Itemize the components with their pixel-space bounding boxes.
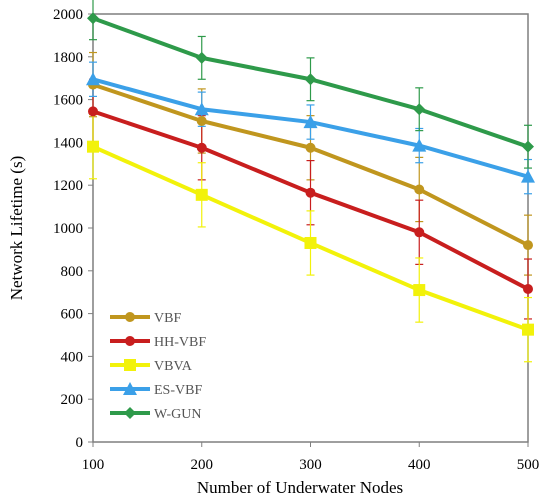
x-tick-label: 100 (82, 457, 105, 473)
data-point-vbf (196, 116, 207, 126)
data-point-w-gun (304, 73, 317, 86)
data-point-vbva (304, 236, 317, 249)
data-point-hh-vbf (88, 106, 98, 117)
x-tick-label: 500 (517, 457, 540, 473)
data-point-es-vbf (412, 138, 427, 152)
data-point-hh-vbf (523, 283, 533, 294)
y-axis-title: Network Lifetime (s) (7, 156, 26, 300)
y-tick-label: 1400 (53, 135, 83, 151)
legend-marker-es-vbf (123, 382, 137, 395)
legend-label-vbf: VBF (154, 311, 181, 326)
data-point-es-vbf (86, 72, 100, 86)
data-point-w-gun (413, 103, 426, 116)
data-point-vbf (523, 240, 533, 251)
data-point-w-gun (522, 140, 534, 153)
data-point-vbf (414, 184, 425, 195)
x-tick-label: 200 (191, 457, 214, 473)
legend: VBF HH-VBF VBVA ES-VBF W-GUN (110, 311, 206, 422)
y-tick-label: 200 (61, 392, 84, 408)
legend-marker-vbva (124, 359, 136, 371)
y-tick-label: 800 (61, 264, 84, 280)
data-point-hh-vbf (305, 187, 316, 198)
legend-marker-w-gun (124, 407, 136, 419)
x-axis-title: Number of Underwater Nodes (197, 478, 403, 497)
data-point-vbva (522, 323, 534, 336)
x-tick-label: 400 (408, 457, 431, 473)
data-point-hh-vbf (196, 142, 207, 153)
y-tick-label: 1600 (53, 93, 83, 109)
y-tick-label: 0 (76, 435, 84, 451)
data-point-w-gun (195, 51, 208, 64)
y-tick-label: 1800 (53, 50, 83, 66)
data-point-hh-vbf (414, 227, 425, 238)
tick-labels: 0 200 400 600 800 1000 1200 1400 1600 1800 2000 100… (53, 7, 539, 473)
y-tick-label: 1000 (53, 221, 83, 237)
legend-marker-hh-vbf (125, 336, 135, 346)
data-point-vbf (305, 142, 316, 153)
data-point-es-vbf (521, 169, 535, 183)
data-point-w-gun (87, 12, 99, 25)
legend-marker-vbf (125, 312, 135, 322)
series-markers (86, 12, 535, 336)
y-tick-label: 400 (61, 349, 84, 365)
x-tick-label: 300 (299, 457, 322, 473)
legend-label-es-vbf: ES-VBF (154, 383, 202, 398)
data-point-es-vbf (194, 102, 209, 116)
data-point-vbva (87, 140, 99, 153)
y-tick-label: 2000 (53, 7, 83, 23)
legend-label-w-gun: W-GUN (154, 407, 201, 422)
y-tick-label: 600 (61, 307, 84, 323)
data-point-vbva (413, 284, 426, 297)
legend-label-hh-vbf: HH-VBF (154, 335, 206, 350)
legend-label-vbva: VBVA (154, 359, 193, 374)
data-point-vbva (195, 188, 208, 201)
data-point-es-vbf (303, 115, 318, 129)
y-tick-label: 1200 (53, 178, 83, 194)
